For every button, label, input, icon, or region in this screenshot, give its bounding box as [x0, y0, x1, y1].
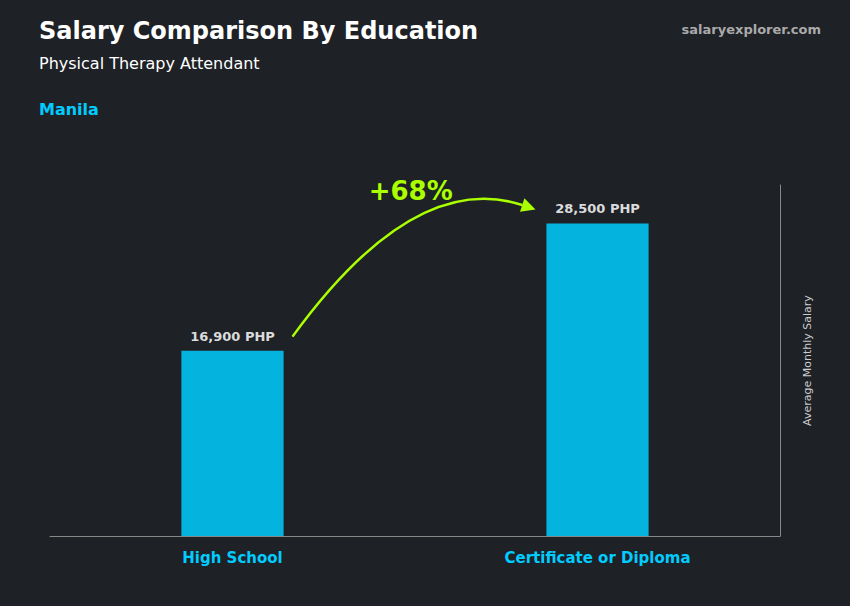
svg-text:Average Monthly Salary: Average Monthly Salary — [801, 295, 814, 426]
svg-text:High School: High School — [182, 549, 282, 567]
svg-text:16,900 PHP: 16,900 PHP — [190, 329, 275, 344]
svg-text:salaryexplorer.com: salaryexplorer.com — [682, 22, 821, 37]
svg-text:28,500 PHP: 28,500 PHP — [555, 201, 640, 216]
svg-text:+68%: +68% — [369, 176, 453, 206]
svg-text:Physical Therapy Attendant: Physical Therapy Attendant — [39, 54, 260, 73]
svg-text:Certificate or Diploma: Certificate or Diploma — [504, 549, 690, 567]
svg-text:Salary Comparison By Education: Salary Comparison By Education — [39, 17, 478, 45]
svg-text:Manila: Manila — [39, 100, 99, 119]
